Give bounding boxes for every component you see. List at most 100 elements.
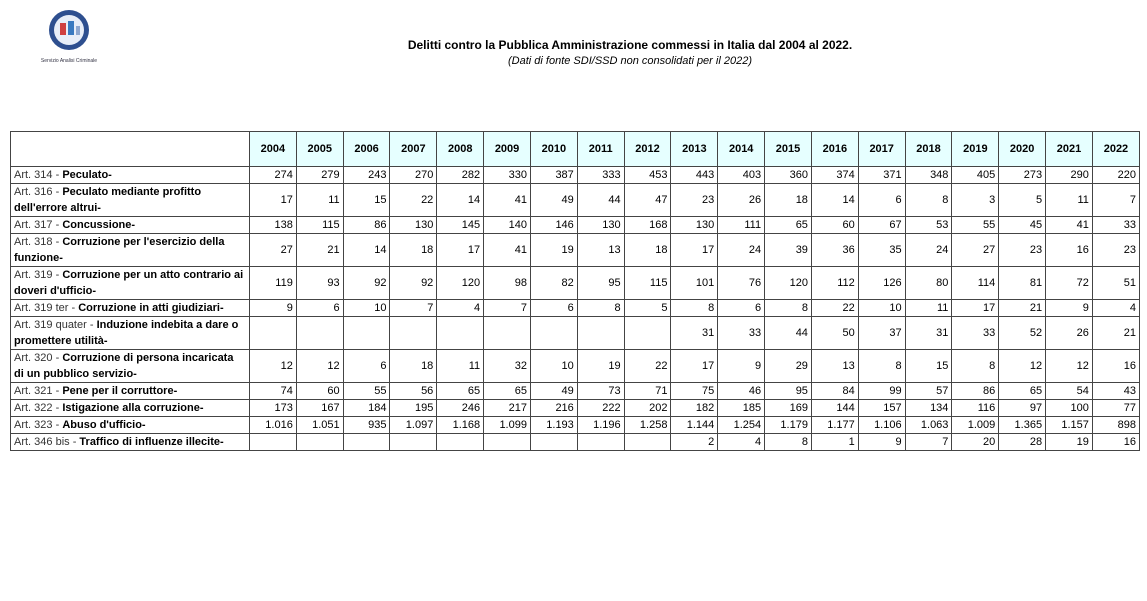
data-row: Art. 320 - Corruzione di persona incaric… [10,349,1141,383]
value-cell: 93 [295,266,344,300]
value-cell: 21 [1091,316,1141,350]
title: Delitti contro la Pubblica Amministrazio… [407,38,853,52]
value-cell: 8 [576,299,625,317]
value-cell: 1.063 [904,416,953,434]
value-cell: 8 [904,183,953,217]
value-cell: 274 [249,166,297,184]
value-cell: 65 [483,382,531,400]
row-label: Art. 322 - Istigazione alla corruzione- [10,399,250,417]
value-cell: 22 [810,299,859,317]
value-cell: 60 [810,216,859,234]
year-header: 2009 [483,131,531,167]
value-cell: 8 [764,299,812,317]
value-cell: 371 [857,166,906,184]
value-cell: 6 [857,183,906,217]
empty-cell [295,316,344,350]
value-cell: 31 [670,316,719,350]
value-cell: 15 [342,183,391,217]
value-cell: 1.016 [249,416,297,434]
value-cell: 273 [998,166,1047,184]
value-cell: 43 [1091,382,1141,400]
value-cell: 8 [951,349,1000,383]
value-cell: 7 [389,299,438,317]
empty-cell [295,433,344,451]
value-cell: 19 [1045,433,1093,451]
value-cell: 18 [764,183,812,217]
value-cell: 17 [249,183,297,217]
value-cell: 146 [529,216,578,234]
value-cell: 53 [904,216,953,234]
value-cell: 403 [717,166,766,184]
article: Art. 316 - [14,186,60,198]
row-label: Art. 316 - Peculato mediante profitto de… [10,183,250,217]
value-cell: 130 [670,216,719,234]
year-header: 2018 [904,131,953,167]
value-cell: 216 [529,399,578,417]
offence-name: Concussione- [62,219,136,231]
value-cell: 145 [436,216,485,234]
year-header: 2020 [998,131,1047,167]
row-label: Art. 321 - Pene per il corruttore- [10,382,250,400]
value-cell: 27 [249,233,297,267]
value-cell: 57 [904,382,953,400]
empty-cell [576,316,625,350]
value-cell: 77 [1091,399,1141,417]
value-cell: 935 [342,416,391,434]
value-cell: 9 [1045,299,1093,317]
value-cell: 44 [576,183,625,217]
value-cell: 49 [529,382,578,400]
value-cell: 290 [1045,166,1093,184]
value-cell: 33 [1091,216,1141,234]
value-cell: 120 [764,266,812,300]
value-cell: 1.179 [764,416,812,434]
value-cell: 26 [717,183,766,217]
value-cell: 44 [764,316,812,350]
value-cell: 32 [483,349,531,383]
value-cell: 7 [483,299,531,317]
value-cell: 41 [1045,216,1093,234]
value-cell: 49 [529,183,578,217]
offence-name: Abuso d'ufficio- [62,419,146,431]
offence-name: Istigazione alla corruzione- [62,402,204,414]
header-row: 2004 2005 2006 2007 2008 2009 2010 2011 2012 2013… [10,131,1141,167]
value-cell: 11 [436,349,485,383]
value-cell: 330 [483,166,531,184]
value-cell: 1.144 [670,416,719,434]
value-cell: 1.177 [810,416,859,434]
value-cell: 92 [389,266,438,300]
value-cell: 51 [1091,266,1141,300]
value-cell: 12 [249,349,297,383]
row-label: Art. 319 quater - Induzione indebita a d… [10,316,250,350]
value-cell: 184 [342,399,391,417]
value-cell: 9 [857,433,906,451]
value-cell: 82 [529,266,578,300]
value-cell: 6 [529,299,578,317]
value-cell: 29 [764,349,812,383]
row-label: Art. 314 - Peculato- [10,166,250,184]
value-cell: 111 [717,216,766,234]
data-row: Art. 346 bis - Traffico di influenze ill… [10,433,1141,451]
value-cell: 120 [436,266,485,300]
offence-name: Traffico di influenze illecite- [79,436,224,448]
corner-cell [10,131,250,167]
value-cell: 898 [1091,416,1141,434]
empty-cell [436,433,485,451]
value-cell: 24 [904,233,953,267]
value-cell: 443 [670,166,719,184]
value-cell: 17 [670,349,719,383]
value-cell: 12 [1045,349,1093,383]
value-cell: 220 [1091,166,1141,184]
empty-cell [483,433,531,451]
value-cell: 6 [717,299,766,317]
row-label: Art. 323 - Abuso d'ufficio- [10,416,250,434]
value-cell: 95 [576,266,625,300]
data-row: Art. 319 quater - Induzione indebita a d… [10,316,1141,350]
data-row: Art. 319 ter - Corruzione in atti giudiz… [10,299,1141,317]
article: Art. 320 - [14,352,60,364]
value-cell: 50 [810,316,859,350]
value-cell: 112 [810,266,859,300]
row-label: Art. 320 - Corruzione di persona incaric… [10,349,250,383]
empty-cell [389,316,438,350]
value-cell: 98 [483,266,531,300]
